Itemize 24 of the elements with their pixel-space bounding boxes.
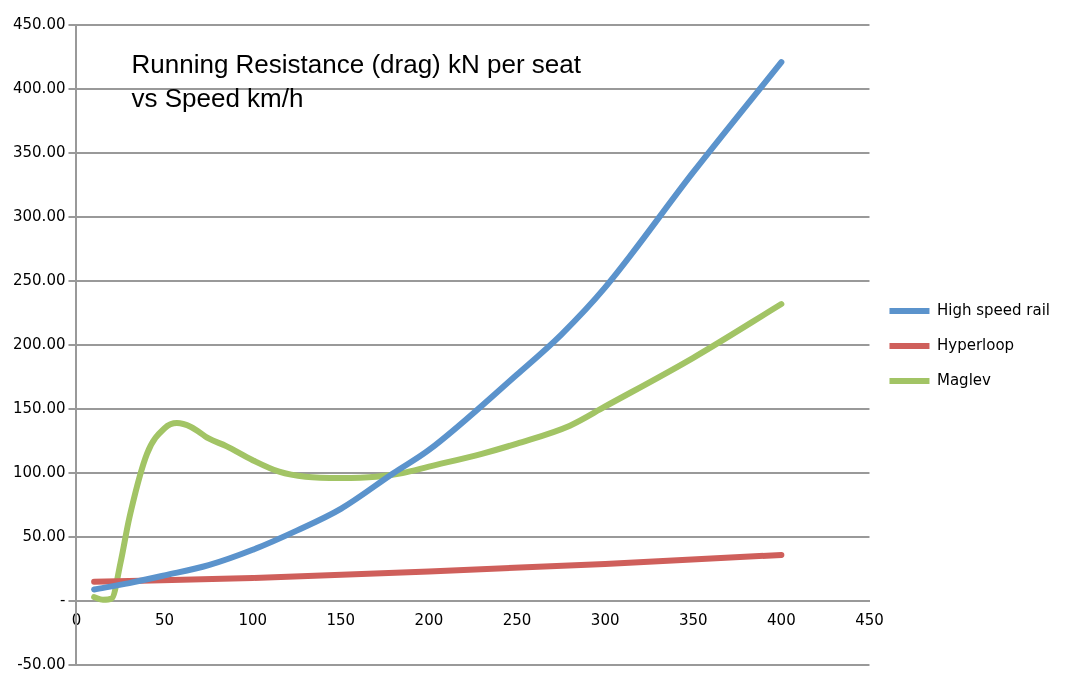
y-tick-label: 250.00 — [12, 270, 66, 289]
x-tick-label: 100 — [238, 610, 268, 629]
x-tick-label: 250 — [502, 610, 532, 629]
x-tick-label: 400 — [767, 610, 796, 629]
y-tick-label: -50.00 — [17, 654, 66, 673]
y-tick-label: 50.00 — [22, 526, 66, 545]
y-tick-label: 100.00 — [12, 462, 66, 481]
y-tick-label: 200.00 — [12, 334, 66, 353]
legend-label: High speed rail — [936, 300, 1051, 319]
y-tick-label: 300.00 — [12, 206, 66, 225]
y-tick-label: 350.00 — [12, 142, 66, 161]
text: Running Resistance (drag) kN per seat vs Speed km/h — [131, 49, 582, 114]
y-tick-label: 400.00 — [12, 78, 66, 97]
x-tick-label: 300 — [590, 610, 620, 629]
x-tick-label: 450 — [855, 610, 884, 629]
legend-label: Hyperloop — [936, 335, 1015, 354]
x-tick-label: 150 — [326, 610, 356, 629]
y-tick-label: 450.00 — [12, 14, 66, 33]
y-tick-label: - — [60, 590, 66, 609]
y-tick-label: 150.00 — [12, 398, 66, 417]
x-tick-label: 200 — [414, 610, 444, 629]
x-tick-label: 350 — [678, 610, 708, 629]
legend-label: Maglev — [936, 370, 992, 389]
x-tick-label: 50 — [155, 610, 175, 629]
